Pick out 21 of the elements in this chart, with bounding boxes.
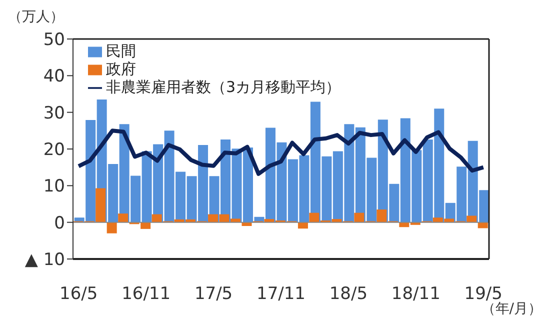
y-tick-label: 40: [43, 66, 65, 87]
line-series: [76, 128, 486, 176]
x-tick-label: 17/5: [194, 284, 233, 304]
bar: [106, 222, 117, 234]
y-tick-label: ▲ 10: [24, 250, 65, 270]
x-tick-label: 16/11: [122, 284, 171, 304]
x-tick-label: 17/11: [256, 284, 306, 304]
y-tick-label: 10: [43, 176, 65, 197]
x-tick-label: 18/5: [329, 284, 368, 304]
y-axis-title: （万人）: [8, 8, 64, 26]
y-tick-label: 0: [54, 213, 65, 234]
y-tick-label: 50: [43, 30, 65, 50]
x-axis-title: （年/月）: [481, 301, 542, 318]
x-tick-label: 18/11: [391, 284, 440, 304]
bar: [118, 214, 128, 222]
y-tick-label: 20: [43, 140, 65, 160]
x-tick-label: 16/5: [60, 284, 98, 304]
legend-label: 非農業雇用者数（3カ月移動平均）: [106, 78, 341, 96]
y-tick-label: 30: [43, 103, 65, 124]
legend-label: 民間: [106, 42, 136, 60]
legend-label: 政府: [106, 60, 136, 78]
